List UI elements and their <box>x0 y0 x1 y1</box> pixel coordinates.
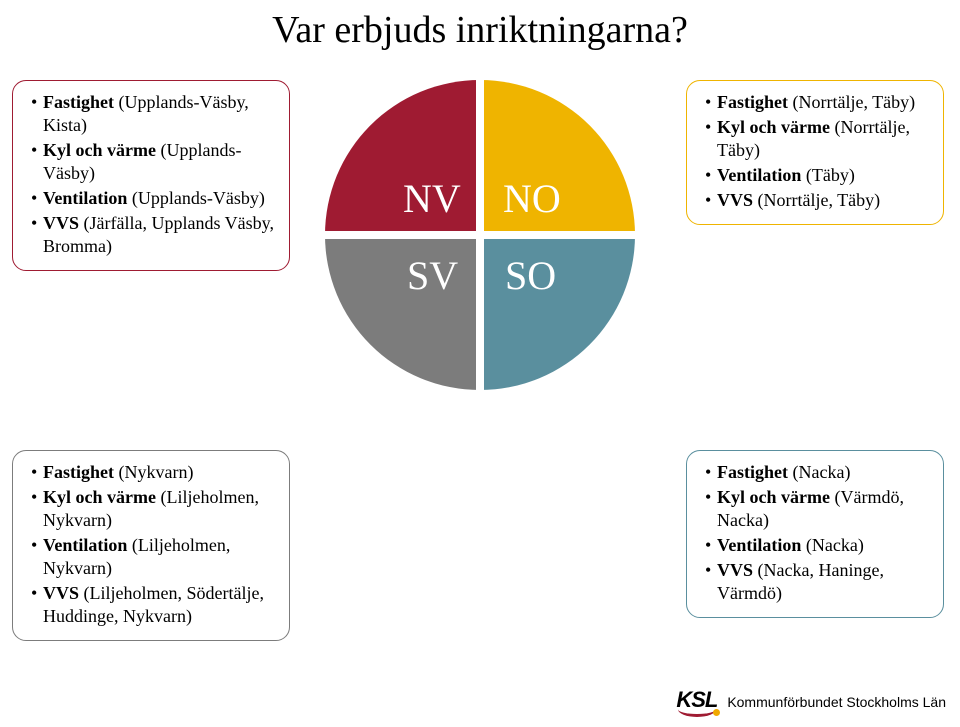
item-term: Fastighet <box>43 92 119 112</box>
item-term: VVS <box>43 213 84 233</box>
item-detail: (Norrtälje, Täby) <box>758 190 881 210</box>
list-item: Kyl och värme (Värmdö, Nacka) <box>705 486 933 532</box>
item-term: Fastighet <box>717 92 793 112</box>
item-term: Ventilation <box>717 535 806 555</box>
quadrant-so <box>480 235 635 390</box>
quadrant-circle: NV NO SV SO <box>325 80 635 390</box>
item-detail: (Nacka) <box>793 462 851 482</box>
item-detail: (Norrtälje, Täby) <box>793 92 916 112</box>
item-detail: (Nykvarn) <box>119 462 194 482</box>
item-term: Kyl och värme <box>717 117 834 137</box>
item-detail: (Upplands-Väsby) <box>132 188 265 208</box>
quadrant-label-sv: SV <box>407 252 458 299</box>
list-item: Fastighet (Upplands-Väsby, Kista) <box>31 91 279 137</box>
infobox-no: Fastighet (Norrtälje, Täby)Kyl och värme… <box>686 80 944 225</box>
item-term: Kyl och värme <box>717 487 834 507</box>
list-item: Ventilation (Nacka) <box>705 534 933 557</box>
list-item: Kyl och värme (Liljeholmen, Nykvarn) <box>31 486 279 532</box>
footer-org-text: Kommunförbundet Stockholms Län <box>727 694 946 710</box>
infobox-so: Fastighet (Nacka)Kyl och värme (Värmdö, … <box>686 450 944 618</box>
list-item: VVS (Järfälla, Upplands Väsby, Bromma) <box>31 212 279 258</box>
list-item: VVS (Norrtälje, Täby) <box>705 189 933 212</box>
diagram-area: Fastighet (Upplands-Väsby, Kista)Kyl och… <box>0 70 960 650</box>
quadrant-label-so: SO <box>505 252 556 299</box>
ksl-logo: KSL <box>676 687 717 717</box>
list-item: Fastighet (Nacka) <box>705 461 933 484</box>
list-item: Kyl och värme (Upplands-Väsby) <box>31 139 279 185</box>
footer: KSL Kommunförbundet Stockholms Län <box>676 687 946 717</box>
ksl-logo-swoosh-icon <box>678 709 716 717</box>
item-term: VVS <box>43 583 84 603</box>
page-title: Var erbjuds inriktningarna? <box>0 0 960 52</box>
list-item: Ventilation (Upplands-Väsby) <box>31 187 279 210</box>
quadrant-label-no: NO <box>503 175 561 222</box>
item-detail: (Täby) <box>806 165 855 185</box>
circle-gap-vertical <box>476 80 484 390</box>
list-item: Fastighet (Norrtälje, Täby) <box>705 91 933 114</box>
list-item: Ventilation (Täby) <box>705 164 933 187</box>
item-term: Fastighet <box>717 462 793 482</box>
item-term: Kyl och värme <box>43 487 160 507</box>
item-term: Ventilation <box>43 188 132 208</box>
list-item: Ventilation (Liljeholmen, Nykvarn) <box>31 534 279 580</box>
item-term: Ventilation <box>717 165 806 185</box>
list-item: VVS (Nacka, Haninge, Värmdö) <box>705 559 933 605</box>
list-item: Fastighet (Nykvarn) <box>31 461 279 484</box>
infobox-sv: Fastighet (Nykvarn)Kyl och värme (Liljeh… <box>12 450 290 641</box>
item-term: Fastighet <box>43 462 119 482</box>
item-term: Kyl och värme <box>43 140 160 160</box>
list-item: VVS (Liljeholmen, Södertälje, Huddinge, … <box>31 582 279 628</box>
list-item: Kyl och värme (Norrtälje, Täby) <box>705 116 933 162</box>
item-term: Ventilation <box>43 535 132 555</box>
quadrant-label-nv: NV <box>403 175 461 222</box>
item-detail: (Nacka) <box>806 535 864 555</box>
item-term: VVS <box>717 190 758 210</box>
item-term: VVS <box>717 560 758 580</box>
infobox-nv: Fastighet (Upplands-Väsby, Kista)Kyl och… <box>12 80 290 271</box>
